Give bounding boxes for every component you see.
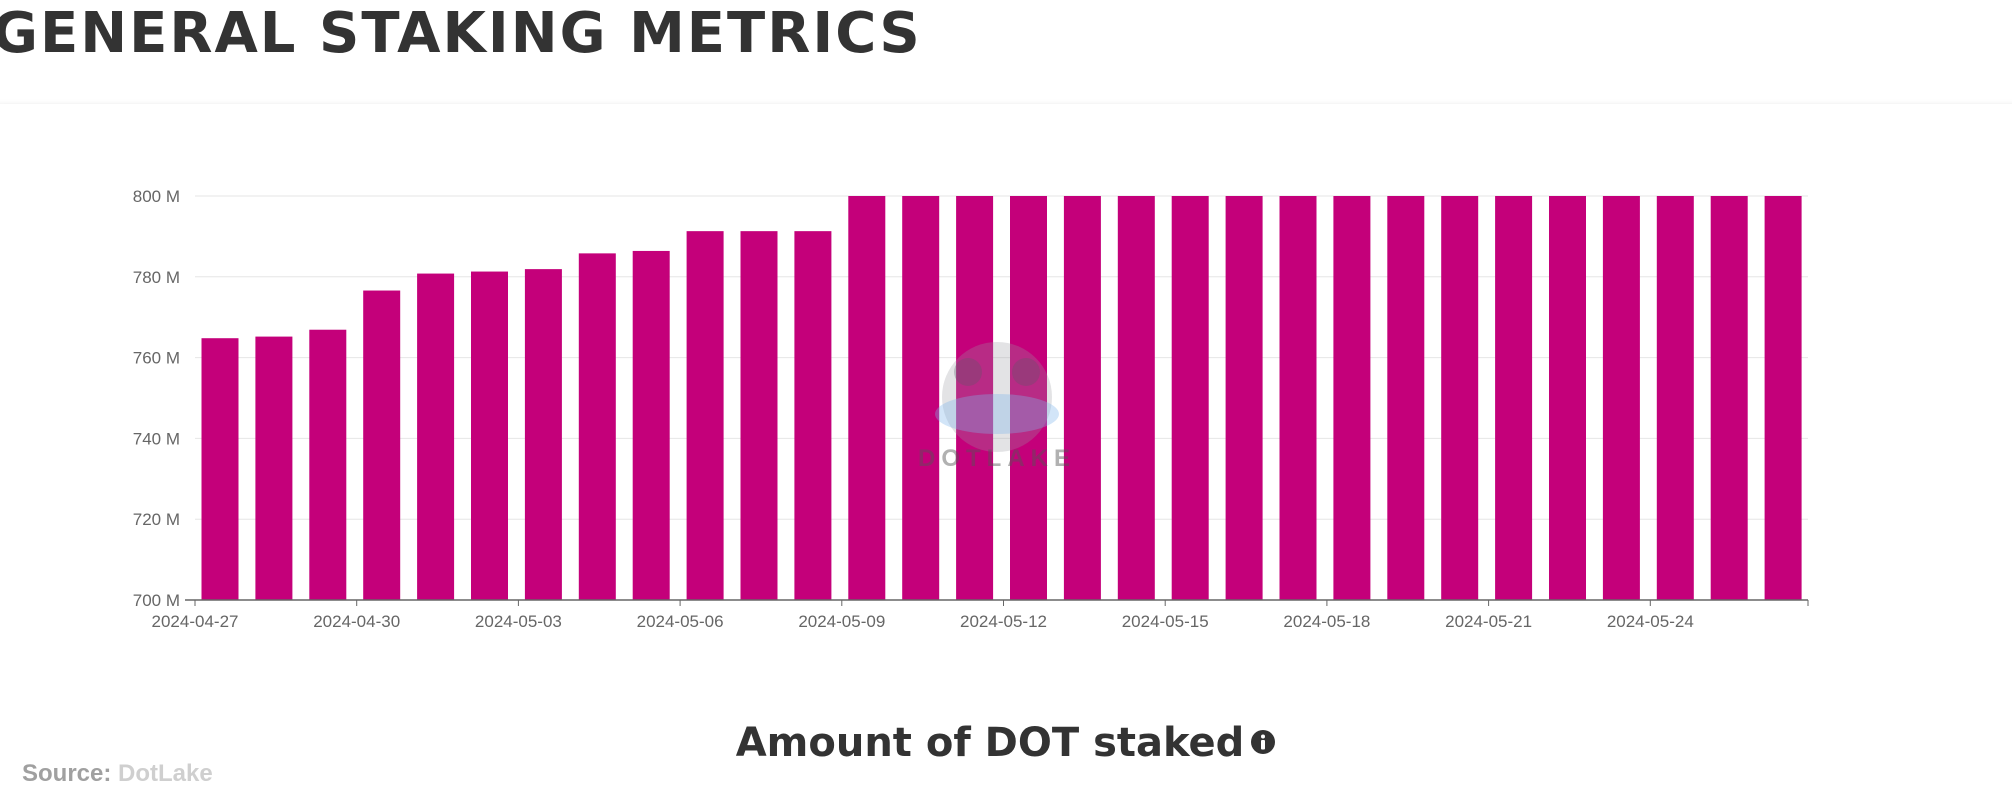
bar[interactable] [1549,196,1586,600]
x-tick-label: 2024-05-18 [1283,612,1370,631]
bar[interactable] [1171,196,1209,600]
chart-title-text: Amount of DOT staked [735,720,1245,766]
bar[interactable] [1387,196,1425,600]
x-tick-label: 2024-05-06 [637,612,724,631]
chart-title: Amount of DOT staked [0,718,2012,770]
y-tick-label: 760 M [133,349,180,368]
y-tick-label: 720 M [133,510,180,529]
source-attribution: Source: DotLake [22,759,213,789]
x-axis-labels: 2024-04-27 2024-04-30 2024-05-03 2024-05-06… [152,612,1694,631]
x-tick-label: 2024-05-09 [798,612,885,631]
y-axis-labels: 700 M 720 M 740 M 760 M 780 M 800 M [133,187,180,610]
bar[interactable] [1764,196,1802,600]
bar[interactable] [1333,196,1371,600]
chart-card: DOTLAKE 700 M 720 M 740 M 760 M 780 M 800 M 2… [0,104,2012,802]
bar[interactable] [1063,196,1101,600]
bar[interactable] [740,231,778,600]
bar[interactable] [1010,196,1047,600]
grid-lines [195,195,1808,520]
bar[interactable] [255,336,293,600]
x-tick-label: 2024-05-03 [475,612,562,631]
y-tick-label: 740 M [133,429,180,448]
x-axis [185,599,1809,606]
bar[interactable] [1495,196,1533,600]
x-tick-label: 2024-04-27 [152,612,239,631]
bar[interactable] [1441,196,1479,600]
bar[interactable] [309,329,347,600]
bar[interactable] [524,269,562,600]
source-label: Source: [22,760,112,787]
bar[interactable] [471,271,508,600]
bar[interactable] [1656,196,1694,600]
y-tick-label: 800 M [133,187,180,206]
bar[interactable] [902,196,940,600]
bar[interactable] [1279,196,1317,600]
bar[interactable] [201,338,239,600]
page-heading: GENERAL STAKING METRICS [0,1,922,66]
x-tick-label: 2024-05-24 [1607,612,1694,631]
bar[interactable] [632,250,670,600]
x-tick-label: 2024-05-12 [960,612,1047,631]
bar[interactable] [956,196,994,600]
y-tick-label: 780 M [133,268,180,287]
x-tick-label: 2024-05-21 [1445,612,1532,631]
bar[interactable] [1602,196,1640,600]
x-tick-label: 2024-04-30 [313,612,400,631]
y-tick-label: 700 M [133,591,180,610]
bar[interactable] [1710,196,1748,600]
bar[interactable] [1225,196,1263,600]
bar[interactable] [1117,196,1155,600]
x-tick-label: 2024-05-15 [1122,612,1209,631]
source-link[interactable]: DotLake [118,760,213,787]
dotlake-logo-icon: DOTLAKE [918,342,1076,472]
bar-series [201,196,1802,601]
watermark-text: DOTLAKE [918,445,1076,472]
chart: DOTLAKE 700 M 720 M 740 M 760 M 780 M 800 M 2… [133,187,1809,631]
bar[interactable] [417,273,455,600]
bar[interactable] [848,196,886,600]
bar[interactable] [363,290,401,600]
bar[interactable] [686,231,724,600]
bar[interactable] [794,231,832,600]
bar[interactable] [578,253,616,601]
info-icon[interactable] [1250,717,1276,767]
